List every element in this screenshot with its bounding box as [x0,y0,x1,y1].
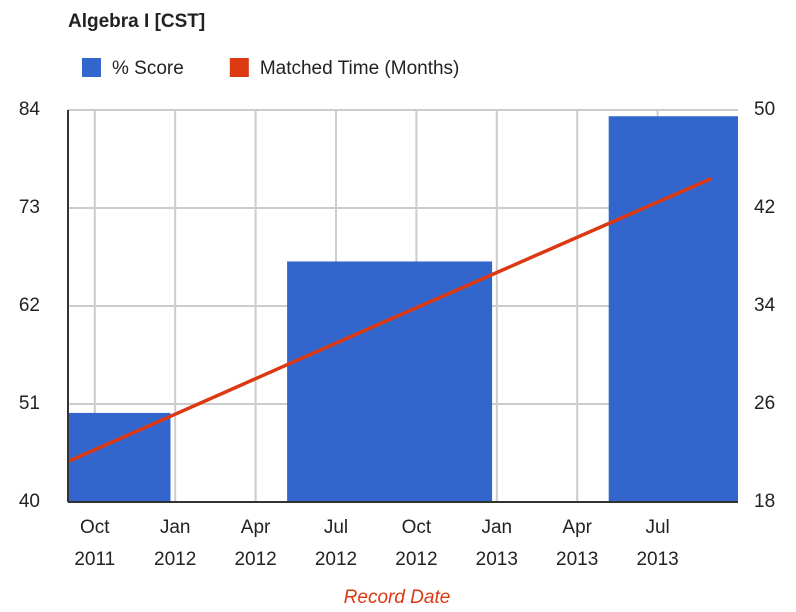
y-tick-label: 40 [19,491,40,512]
bar [68,412,171,502]
x-tick-label: Oct 2011 [74,517,116,570]
legend-label: % Score [112,58,184,79]
chart-title: Algebra I [CST] [68,11,205,32]
y2-tick-label: 42 [754,197,775,218]
y2-tick-label: 50 [754,99,775,120]
y-tick-label: 84 [19,99,41,120]
line [68,176,712,464]
y-tick-label: 51 [19,393,40,414]
x-tick-label: Apr 2013 [556,517,599,570]
bar [287,261,493,502]
x-tick-label: Jan 2012 [154,517,197,570]
y2-tick-label: 26 [754,393,775,414]
x-tick-label: Jul 2012 [314,517,358,570]
legend-swatch [82,58,101,77]
legend-label: Matched Time (Months) [260,58,460,79]
y2-tick-label: 34 [754,295,776,316]
y-tick-label: 73 [19,197,40,218]
x-axis-title: Record Date [344,587,451,608]
y-tick-label: 62 [19,295,40,316]
bar [608,116,738,502]
x-tick-label: Apr 2012 [234,517,277,570]
x-tick-label: Oct 2012 [395,517,438,570]
x-tick-label: Jan 2013 [475,517,518,570]
y2-tick-label: 18 [754,491,775,512]
legend-swatch [229,58,249,77]
x-tick-label: Jul 2013 [636,517,679,570]
plot-area [68,116,738,502]
